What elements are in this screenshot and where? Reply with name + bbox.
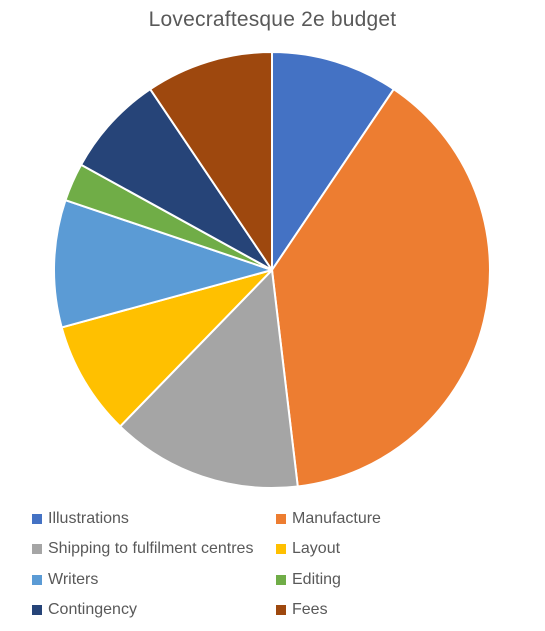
legend-item-contingency: Contingency: [32, 600, 276, 622]
legend-item-writers: Writers: [32, 569, 276, 591]
legend-label: Contingency: [48, 601, 137, 619]
chart-title: Lovecraftesque 2e budget: [148, 8, 397, 31]
legend-item-layout: Layout: [276, 539, 516, 561]
legend-swatch: [276, 574, 286, 585]
legend-item-shipping-to-fulfilment-centres: Shipping to fulfilment centres: [32, 539, 276, 561]
legend-label: Writers: [48, 570, 99, 588]
legend: Illustrations Manufacture Shipping to fulf…: [32, 508, 532, 621]
legend-swatch: [276, 513, 286, 524]
pie-slice-illustrations: [271, 51, 395, 271]
legend-swatch: [32, 605, 42, 616]
legend-label: Editing: [292, 570, 341, 588]
legend-item-fees: Fees: [276, 600, 516, 622]
legend-item-manufacture: Manufacture: [276, 508, 516, 530]
legend-swatch: [276, 605, 286, 616]
legend-label: Fees: [292, 601, 328, 619]
legend-swatch: [32, 574, 42, 585]
legend-label: Manufacture: [292, 509, 381, 527]
pie-slice-manufacture: [271, 88, 491, 488]
legend-label: Layout: [292, 540, 341, 558]
pie-slice-contingency: [80, 88, 273, 271]
pie-chart: [53, 51, 491, 489]
legend-swatch: [32, 513, 42, 524]
pie-slice-layout: [60, 269, 273, 428]
legend-item-editing: Editing: [276, 569, 516, 591]
legend-item-illustrations: Illustrations: [32, 508, 276, 530]
legend-label: Shipping to fulfilment centres: [48, 540, 254, 558]
legend-label: Illustrations: [48, 509, 129, 527]
pie-slice-shipping-to-fulfilment-centres: [119, 269, 299, 489]
pie-slice-writers: [53, 199, 273, 329]
legend-swatch: [32, 544, 42, 555]
pie-slice-fees: [149, 51, 273, 271]
legend-swatch: [276, 544, 286, 555]
